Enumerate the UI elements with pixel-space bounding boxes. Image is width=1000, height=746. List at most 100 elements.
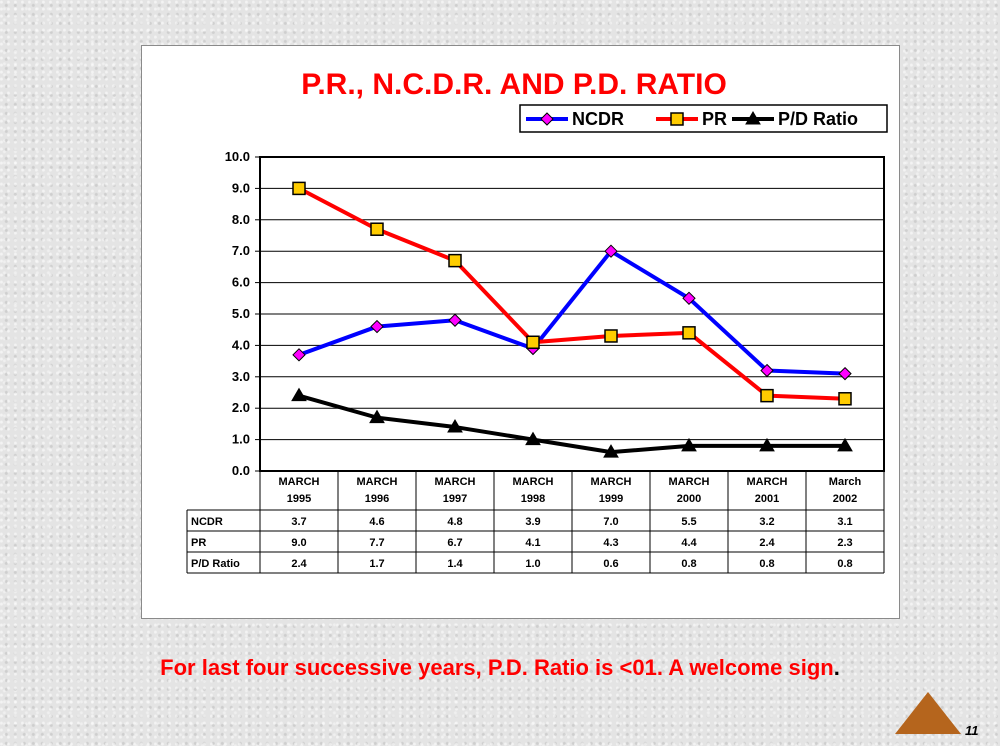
caption-end: .	[833, 655, 840, 680]
y-axis: 0.0 1.0 2.0 3.0 4.0 5.0 6.0 7.0 8.0 9.0 10.0	[225, 149, 260, 478]
data-point-square	[682, 326, 696, 340]
data-point-triangle	[759, 437, 775, 452]
table-cell: 2.4	[759, 537, 775, 549]
series-pr	[292, 181, 852, 406]
table-cell: 5.5	[681, 516, 696, 528]
data-point-square	[370, 222, 384, 236]
data-point-triangle	[525, 431, 541, 446]
chart-title: P.R., N.C.D.R. AND P.D. RATIO	[301, 68, 727, 101]
table-cell: 4.4	[681, 537, 697, 549]
data-point-square	[670, 112, 684, 126]
x-category-year: 2000	[677, 493, 701, 505]
data-point-diamond	[838, 366, 852, 381]
x-category-label: MARCH	[435, 476, 476, 488]
y-tick-label: 2.0	[232, 400, 250, 415]
table-cell: 1.4	[447, 558, 463, 570]
data-point-square	[838, 392, 852, 406]
x-category-label: MARCH	[747, 476, 788, 488]
triangle-shape	[895, 692, 961, 734]
x-category-year: 1999	[599, 493, 623, 505]
legend-label: NCDR	[572, 109, 624, 129]
x-category-label: MARCH	[513, 476, 554, 488]
table-cell: 1.0	[525, 558, 540, 570]
table-cell: 0.8	[837, 558, 852, 570]
y-tick-label: 5.0	[232, 306, 250, 321]
data-point-triangle	[681, 437, 697, 452]
y-tick-label: 3.0	[232, 369, 250, 384]
table-cell: 3.1	[837, 516, 852, 528]
y-tick-label: 9.0	[232, 180, 250, 195]
table-cell: 7.0	[603, 516, 618, 528]
data-point-triangle	[603, 444, 619, 458]
slide-caption: For last four successive years, P.D. Rat…	[0, 655, 1000, 681]
series-line	[298, 249, 846, 376]
table-cell: 4.3	[603, 537, 618, 549]
data-point-square	[448, 253, 462, 268]
x-category-label: MARCH	[669, 476, 710, 488]
table-cell: 4.8	[447, 516, 462, 528]
table-cell: 4.1	[525, 537, 540, 549]
data-point-square	[526, 335, 540, 350]
x-category-year: 1997	[443, 493, 467, 505]
x-category-year: 1998	[521, 493, 545, 505]
table-row-label: NCDR	[191, 516, 223, 528]
table-cell: 7.7	[369, 537, 384, 549]
series-line	[298, 393, 845, 455]
table-cell: 2.4	[291, 558, 307, 570]
table-row-label: PR	[191, 537, 206, 549]
x-category-label: MARCH	[591, 476, 632, 488]
table-cell: 2.3	[837, 537, 852, 549]
table-row-label: P/D Ratio	[191, 558, 240, 570]
data-point-triangle	[745, 111, 761, 125]
legend-label: P/D Ratio	[778, 109, 858, 129]
data-point-triangle	[837, 437, 853, 452]
table-cell: 3.9	[525, 516, 540, 528]
chart-series	[291, 181, 853, 458]
table-cell: 3.2	[759, 516, 774, 528]
data-point-diamond	[540, 112, 554, 126]
data-point-diamond	[292, 348, 306, 362]
legend-box	[519, 104, 888, 133]
y-tick-label: 8.0	[232, 212, 250, 227]
y-tick-label: 6.0	[232, 275, 250, 290]
x-category-year: 2001	[755, 493, 779, 505]
table-cell: 4.6	[369, 516, 384, 528]
table-cell: 0.6	[603, 558, 618, 570]
x-category-year: 2002	[833, 493, 857, 505]
data-point-triangle	[291, 387, 307, 402]
series-p-d-ratio	[291, 387, 853, 458]
data-point-square	[760, 388, 774, 403]
table-cell: 6.7	[447, 537, 462, 549]
table-cell: 0.8	[681, 558, 696, 570]
next-slide-triangle-icon[interactable]	[893, 690, 963, 736]
data-point-triangle	[447, 419, 463, 433]
y-tick-label: 1.0	[232, 432, 250, 447]
chart-svg: P.R., N.C.D.R. AND P.D. RATIO NCDR PR P/D …	[186, 68, 888, 574]
y-tick-label: 4.0	[232, 337, 250, 352]
data-point-diamond	[760, 363, 774, 378]
table-cell: 3.7	[291, 516, 306, 528]
caption-text: For last four successive years, P.D. Rat…	[160, 655, 834, 680]
y-tick-label: 10.0	[225, 149, 250, 164]
table-cell: 1.7	[369, 558, 384, 570]
x-category-label: MARCH	[279, 476, 320, 488]
page-number: 11	[965, 723, 979, 738]
chart-legend: NCDR PR P/D Ratio	[519, 104, 888, 133]
table-cell: 0.8	[759, 558, 774, 570]
data-point-diamond	[682, 291, 696, 306]
legend-label: PR	[702, 109, 727, 129]
y-tick-label: 0.0	[232, 463, 250, 478]
x-category-year: 1996	[365, 493, 389, 505]
data-point-square	[292, 181, 306, 196]
data-point-diamond	[370, 319, 384, 334]
y-tick-label: 7.0	[232, 243, 250, 258]
series-ncdr	[292, 244, 852, 381]
table-cell: 9.0	[291, 537, 306, 549]
x-category-label: MARCH	[357, 476, 398, 488]
data-point-square	[604, 329, 618, 343]
data-point-triangle	[369, 409, 385, 424]
chart-panel: P.R., N.C.D.R. AND P.D. RATIO NCDR PR P/D …	[141, 45, 900, 619]
x-category-year: 1995	[287, 493, 311, 505]
data-point-diamond	[448, 313, 462, 327]
x-category-label: March	[829, 476, 862, 488]
